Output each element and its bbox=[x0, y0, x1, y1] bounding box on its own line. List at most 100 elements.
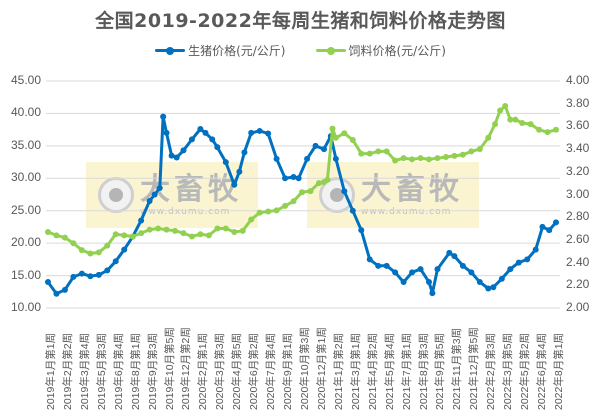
data-point bbox=[299, 189, 305, 196]
data-point bbox=[497, 107, 504, 114]
data-point bbox=[295, 175, 302, 182]
data-point bbox=[434, 155, 441, 162]
x-tick: 2019年9月第3周 bbox=[146, 332, 159, 410]
data-point bbox=[209, 136, 216, 143]
data-point bbox=[138, 230, 145, 237]
x-tick: 2021年11月第3周 bbox=[451, 327, 464, 410]
data-point bbox=[222, 159, 229, 166]
data-point bbox=[553, 126, 559, 133]
legend-marker-blue-icon bbox=[155, 46, 186, 55]
y-tick-left: 30.00 bbox=[10, 170, 41, 185]
data-point bbox=[446, 249, 453, 256]
data-point bbox=[442, 154, 449, 161]
data-point bbox=[312, 142, 319, 149]
feed-price-line bbox=[47, 104, 557, 255]
x-tick: 2020年4月第5周 bbox=[231, 332, 244, 410]
data-point bbox=[532, 246, 539, 253]
legend-marker-green-icon bbox=[315, 46, 346, 55]
data-point bbox=[78, 270, 85, 277]
data-point bbox=[70, 273, 77, 280]
data-point bbox=[241, 149, 248, 156]
data-point bbox=[417, 266, 424, 273]
x-tick: 2021年9月第5周 bbox=[434, 332, 447, 410]
data-point bbox=[197, 125, 204, 132]
y-tick-left: 25.00 bbox=[10, 202, 41, 217]
x-tick: 2022年8月第1周 bbox=[553, 332, 565, 410]
data-point bbox=[290, 173, 297, 180]
data-point bbox=[459, 151, 466, 158]
data-point bbox=[53, 232, 60, 239]
data-point bbox=[146, 197, 153, 204]
data-point bbox=[87, 273, 94, 280]
data-point bbox=[417, 155, 424, 162]
data-point bbox=[172, 227, 178, 234]
x-tick: 2022年3月第5周 bbox=[502, 332, 515, 410]
y-tick-right: 2.80 bbox=[566, 209, 590, 224]
data-point bbox=[156, 185, 163, 192]
data-point bbox=[61, 234, 68, 241]
legend-item-feed-price: 饲料价格(元/公斤) bbox=[315, 42, 446, 59]
data-point bbox=[188, 136, 195, 143]
legend-label: 饲料价格(元/公斤) bbox=[348, 44, 446, 58]
chart-title: 全国2019-2022年每周生猪和饲料价格走势图 bbox=[95, 10, 506, 32]
data-point bbox=[78, 247, 85, 254]
data-point bbox=[476, 146, 483, 153]
y-tick-right: 2.20 bbox=[566, 277, 590, 292]
x-tick: 2020年7月第4周 bbox=[265, 332, 278, 410]
y-tick-right: 3.40 bbox=[566, 141, 590, 156]
y-tick-left: 35.00 bbox=[10, 137, 41, 152]
y-tick-right: 3.00 bbox=[566, 186, 590, 201]
data-point bbox=[524, 256, 531, 263]
x-tick: 2020年9月第1周 bbox=[282, 332, 295, 410]
y-tick-left: 40.00 bbox=[10, 105, 41, 120]
x-tick: 2022年5月第2周 bbox=[519, 332, 532, 410]
data-point bbox=[202, 129, 209, 136]
data-point bbox=[121, 246, 128, 253]
y-tick-right: 2.60 bbox=[566, 231, 590, 246]
data-point bbox=[553, 219, 559, 226]
data-point bbox=[95, 271, 102, 278]
data-point bbox=[45, 228, 51, 235]
data-point bbox=[129, 233, 136, 240]
data-point bbox=[366, 256, 373, 263]
data-point bbox=[197, 231, 204, 238]
y-tick-right: 2.40 bbox=[566, 254, 590, 269]
data-point bbox=[490, 284, 497, 291]
data-point bbox=[544, 129, 551, 136]
data-point bbox=[214, 144, 221, 151]
data-point bbox=[324, 176, 331, 183]
data-point bbox=[282, 175, 289, 182]
data-point bbox=[349, 207, 356, 214]
data-point bbox=[239, 227, 246, 234]
data-point bbox=[256, 127, 263, 134]
data-point bbox=[53, 290, 60, 297]
data-point bbox=[138, 217, 145, 224]
data-point bbox=[434, 266, 441, 273]
data-point bbox=[459, 262, 466, 269]
x-tick: 2021年12月第5周 bbox=[468, 327, 481, 410]
data-point bbox=[400, 279, 407, 286]
data-point bbox=[61, 286, 68, 293]
x-tick: 2019年3月第4周 bbox=[78, 332, 91, 410]
watermark-url: www.dxumu.com bbox=[361, 207, 452, 217]
x-tick: 2019年5月第3周 bbox=[95, 332, 108, 410]
x-tick: 2019年12月第2周 bbox=[180, 327, 193, 410]
watermark-url: www.dxumu.com bbox=[140, 207, 231, 217]
data-point bbox=[231, 228, 238, 235]
data-point bbox=[358, 150, 365, 157]
y-tick-left: 10.00 bbox=[10, 300, 41, 314]
pig-price-line bbox=[46, 115, 558, 296]
data-point bbox=[332, 134, 339, 141]
data-point bbox=[188, 233, 195, 240]
data-point bbox=[248, 129, 255, 136]
data-point bbox=[273, 155, 280, 162]
data-point bbox=[468, 148, 475, 155]
data-point bbox=[429, 290, 436, 297]
data-point bbox=[392, 269, 399, 276]
data-point bbox=[409, 156, 416, 163]
data-point bbox=[121, 232, 128, 239]
y-tick-right: 4.00 bbox=[566, 73, 590, 87]
data-point bbox=[383, 262, 390, 269]
data-point bbox=[321, 146, 328, 153]
